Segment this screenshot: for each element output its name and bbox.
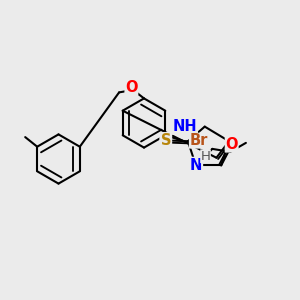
Text: O: O [225,137,238,152]
Text: N: N [190,158,202,173]
Text: NH: NH [172,119,197,134]
Text: Br: Br [189,133,208,148]
Text: O: O [125,80,138,94]
Text: H: H [201,150,210,163]
Text: S: S [160,133,171,148]
